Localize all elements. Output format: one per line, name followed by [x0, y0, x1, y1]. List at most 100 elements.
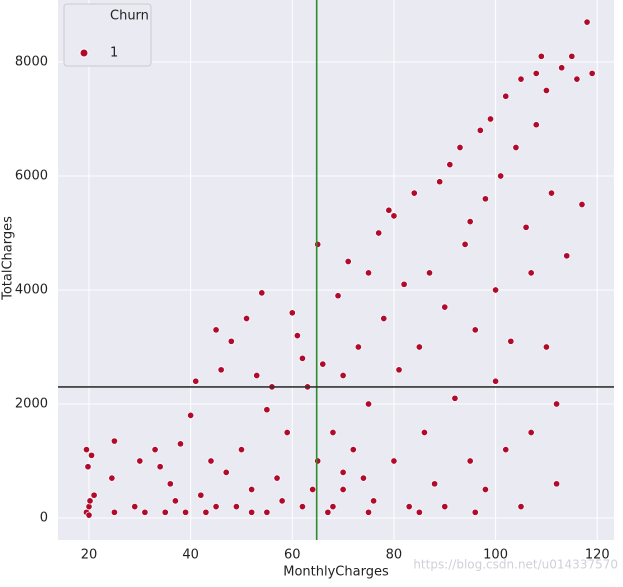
point — [390, 457, 398, 465]
point — [298, 503, 307, 511]
point — [349, 446, 357, 454]
point — [532, 69, 540, 77]
x-tick-label: 40 — [182, 548, 199, 563]
point — [202, 508, 210, 516]
point — [364, 400, 373, 408]
point — [446, 161, 454, 169]
x-tick-label: 100 — [483, 548, 508, 563]
point — [431, 480, 439, 488]
point — [390, 212, 398, 220]
point — [151, 446, 159, 454]
point — [415, 343, 423, 351]
point — [537, 52, 545, 60]
point — [324, 508, 332, 516]
point — [314, 457, 322, 465]
point — [410, 189, 418, 197]
point — [486, 115, 495, 123]
point — [334, 292, 342, 300]
point — [187, 411, 195, 419]
point — [573, 75, 581, 83]
point — [370, 497, 378, 505]
point — [568, 52, 576, 60]
point — [288, 309, 296, 317]
point — [222, 468, 230, 476]
point — [354, 343, 362, 351]
point — [492, 377, 500, 385]
point — [527, 269, 535, 277]
point — [588, 69, 596, 77]
point — [532, 121, 540, 129]
point — [309, 485, 317, 494]
point — [243, 314, 251, 323]
watermark: https://blog.csdn.net/u014337570 — [413, 558, 618, 572]
x-tick-label: 20 — [81, 548, 98, 563]
point — [182, 508, 190, 516]
x-tick-label: 120 — [585, 548, 610, 563]
point — [415, 508, 423, 516]
point — [542, 86, 550, 95]
point — [492, 286, 500, 294]
point — [298, 354, 307, 362]
point — [517, 503, 525, 511]
point — [456, 143, 464, 152]
legend: Churn 1 — [63, 3, 152, 67]
point — [90, 491, 98, 499]
point — [156, 463, 164, 471]
point — [405, 503, 413, 511]
point — [329, 428, 337, 437]
point — [441, 303, 449, 311]
point — [136, 457, 144, 465]
point — [283, 428, 291, 437]
point — [425, 269, 434, 277]
y-tick-label: 8000 — [15, 55, 48, 70]
point — [192, 377, 200, 385]
point — [339, 468, 347, 476]
point — [400, 280, 408, 288]
plot-area — [58, 0, 614, 540]
point — [512, 143, 520, 152]
point — [263, 406, 271, 414]
point — [248, 508, 256, 516]
point — [339, 371, 347, 380]
point — [380, 314, 388, 323]
point — [131, 503, 139, 511]
legend-title: Churn — [110, 9, 149, 24]
y-tick-label: 4000 — [15, 283, 48, 298]
point — [253, 371, 261, 380]
point — [375, 229, 383, 237]
point — [547, 189, 556, 197]
point — [141, 508, 149, 516]
point — [319, 360, 327, 368]
point — [522, 223, 530, 231]
point — [212, 503, 220, 511]
point — [542, 343, 550, 351]
point — [176, 440, 185, 448]
point — [466, 457, 474, 465]
point — [441, 503, 449, 511]
point — [108, 474, 116, 482]
point — [248, 485, 256, 494]
point — [263, 508, 271, 516]
x-tick-label: 60 — [284, 548, 301, 563]
point — [197, 491, 205, 499]
point — [212, 326, 220, 334]
point — [558, 64, 566, 72]
point — [517, 75, 525, 83]
point — [86, 497, 94, 505]
point — [471, 508, 479, 516]
y-tick-label: 6000 — [15, 169, 48, 184]
point — [502, 446, 510, 454]
point — [420, 428, 428, 437]
point — [553, 480, 561, 488]
point — [339, 485, 347, 494]
point — [161, 508, 169, 516]
point — [232, 503, 240, 511]
point — [329, 503, 337, 511]
point — [85, 503, 93, 511]
y-tick-label: 2000 — [15, 397, 48, 412]
point — [293, 332, 301, 340]
point — [583, 18, 591, 26]
point — [476, 126, 484, 134]
point — [359, 474, 367, 482]
